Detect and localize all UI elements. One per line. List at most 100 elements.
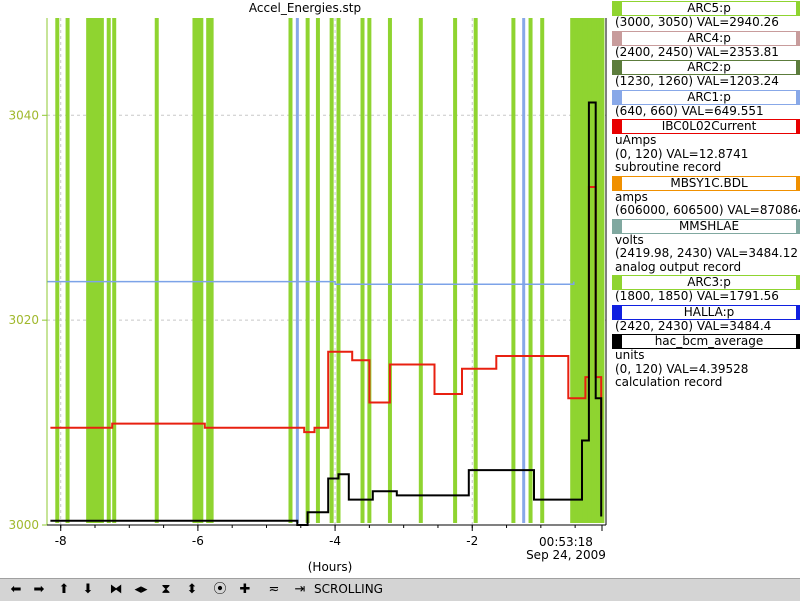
- arrow-left-icon: ⬅: [10, 582, 22, 597]
- x-axis-label: (Hours): [308, 560, 353, 574]
- legend-entry-info: amps: [615, 189, 648, 204]
- jump-to-end-button[interactable]: ⇥: [290, 581, 310, 599]
- legend-entry[interactable]: ARC4:p (2400, 2450) VAL=2353.81: [612, 30, 800, 60]
- axes: 3000 3020 3040 -8 -6 -4 -2: [8, 18, 607, 548]
- arc-spike-mark: [589, 18, 593, 523]
- legend-entry[interactable]: ARC2:p (1230, 1260) VAL=1203.24: [612, 60, 800, 89]
- arrow-down-icon: ⬇: [82, 582, 94, 597]
- toolbar: ⬅ ➡ ⬆ ⬇ ⧓ ◂▸ ⧗ ⬍ ⦿ ✚ ≂ ⇥ SCROLLING: [0, 578, 800, 601]
- arc-spike-mark: [65, 18, 70, 523]
- auto-scale-button[interactable]: ≂: [264, 581, 284, 599]
- arc-spike-mark: [582, 18, 586, 523]
- legend-entry[interactable]: ARC5:p (3000, 3050) VAL=2940.26: [612, 1, 800, 30]
- arc-spike-mark: [572, 18, 576, 523]
- arc-spike-mark: [584, 18, 588, 523]
- legend-entry-name: MMSHLAE: [612, 218, 800, 234]
- legend: ARC5:p (3000, 3050) VAL=2940.26 ARC4:p (240…: [612, 0, 800, 390]
- plus-icon: ✚: [239, 582, 251, 597]
- arc-spike-mark: [112, 18, 117, 523]
- jump-end-icon: ⇥: [294, 582, 306, 597]
- arc-spike-mark: [473, 18, 478, 523]
- x-tick-label: -4: [329, 534, 341, 548]
- arc-spike-mark: [305, 18, 310, 523]
- legend-entry[interactable]: MMSHLAE volts (2419.98, 2430) VAL=3484.12 a…: [612, 218, 800, 275]
- expand-horizontal-icon: ⧓: [109, 582, 123, 597]
- arc-spike-mark: [295, 18, 299, 523]
- shrink-horizontal-icon: ◂▸: [134, 582, 148, 597]
- legend-entry[interactable]: ARC3:p (1800, 1850) VAL=1791.56: [612, 275, 800, 304]
- x-tick-label: -6: [192, 534, 204, 548]
- arc-spike-mark: [209, 18, 214, 523]
- plot-area[interactable]: 3000 3020 3040 -8 -6 -4 -2 (Hours) 00:53:18 Se…: [0, 0, 800, 578]
- arc-spike-mark: [93, 18, 98, 523]
- record-button[interactable]: ⦿: [210, 581, 230, 599]
- legend-entry-name: ARC5:p: [612, 1, 800, 16]
- arc-spike-mark: [540, 18, 545, 523]
- legend-entry-info: (606000, 606500) VAL=870864: [615, 203, 800, 217]
- legend-entry[interactable]: IBC0L02Current uAmps (0, 120) VAL=12.8741 s…: [612, 119, 800, 175]
- y-tick-label: 3020: [8, 313, 39, 327]
- shrink-horizontal-button[interactable]: ◂▸: [131, 581, 151, 599]
- arc-spike-mark: [288, 18, 293, 523]
- legend-entry-info: (0, 120) VAL=4.39528: [615, 361, 749, 376]
- arc-spike-mark: [418, 18, 423, 523]
- scroll-right-button[interactable]: ➡: [29, 581, 49, 599]
- arrow-right-icon: ➡: [33, 582, 45, 597]
- legend-entry[interactable]: ARC1:p (640, 660) VAL=649.551: [612, 89, 800, 119]
- legend-entry-name: HALLA:p: [612, 304, 800, 320]
- legend-entry-info: units: [615, 348, 645, 362]
- expand-vertical-icon: ⧗: [161, 582, 171, 597]
- legend-entry[interactable]: HALLA:p (2420, 2430) VAL=3484.4: [612, 304, 800, 334]
- scroll-up-button[interactable]: ⬆: [54, 581, 74, 599]
- add-button[interactable]: ✚: [235, 581, 255, 599]
- legend-entry-name: ARC2:p: [612, 60, 800, 75]
- series-line-ibc0l02current: [50, 186, 603, 434]
- arrow-up-icon: ⬆: [58, 582, 70, 597]
- arc-spike-mark: [96, 18, 101, 523]
- arc-spike-mark: [192, 18, 197, 523]
- legend-entry-info: (3000, 3050) VAL=2940.26: [615, 15, 779, 29]
- series-line-hac-bcm-average: [50, 101, 603, 526]
- arc-spike-mark: [99, 18, 104, 523]
- legend-entry-info: analog output record: [615, 259, 742, 274]
- arc-spike-mark: [522, 18, 526, 523]
- expand-horizontal-button[interactable]: ⧓: [106, 581, 126, 599]
- arc-spike-mark: [601, 18, 605, 523]
- legend-entry-info: uAmps: [615, 133, 657, 147]
- y-tick-label: 3040: [8, 108, 39, 122]
- arc-spike-mark: [579, 18, 583, 523]
- arc-spike-mark: [329, 18, 334, 523]
- record-icon: ⦿: [213, 582, 227, 597]
- shrink-vertical-button[interactable]: ⬍: [182, 581, 202, 599]
- legend-entry-name: hac_bcm_average: [612, 334, 800, 349]
- arc-spike-mark: [89, 18, 94, 523]
- expand-vertical-button[interactable]: ⧗: [156, 581, 176, 599]
- series-lines: [47, 101, 603, 526]
- legend-entry-info: (640, 660) VAL=649.551: [615, 103, 764, 118]
- legend-entry-info: (2400, 2450) VAL=2353.81: [615, 44, 779, 59]
- legend-entry[interactable]: MBSY1C.BDL amps (606000, 606500) VAL=87086…: [612, 175, 800, 218]
- arc-spike-mark: [596, 18, 600, 523]
- arc-spike-mark: [570, 18, 574, 523]
- arc-spike-mark: [154, 18, 159, 523]
- arc-spike-mark: [206, 18, 211, 523]
- legend-entry-info: (1230, 1260) VAL=1203.24: [615, 74, 779, 88]
- arc-spike-mark: [199, 18, 204, 523]
- arc-spike-mark: [575, 18, 579, 523]
- status-text: SCROLLING: [314, 582, 383, 596]
- x-tick-label: -8: [55, 534, 67, 548]
- arc-spike-mark: [360, 18, 365, 523]
- arc-spike-mark: [55, 18, 60, 523]
- legend-entry-name: IBC0L02Current: [612, 119, 800, 134]
- series-line-arc1-p: [47, 280, 575, 285]
- arc-spike-mark: [511, 18, 516, 523]
- legend-entry[interactable]: hac_bcm_average units (0, 120) VAL=4.39528…: [612, 334, 800, 390]
- arc-spike-mark: [86, 18, 91, 523]
- legend-entry-name: ARC3:p: [612, 275, 800, 290]
- scroll-down-button[interactable]: ⬇: [78, 581, 98, 599]
- legend-entry-name: ARC4:p: [612, 30, 800, 46]
- y-tick-label: 3000: [8, 518, 39, 532]
- scroll-left-button[interactable]: ⬅: [6, 581, 26, 599]
- legend-entry-info: (2420, 2430) VAL=3484.4: [615, 318, 772, 333]
- x-tick-label: -2: [466, 534, 478, 548]
